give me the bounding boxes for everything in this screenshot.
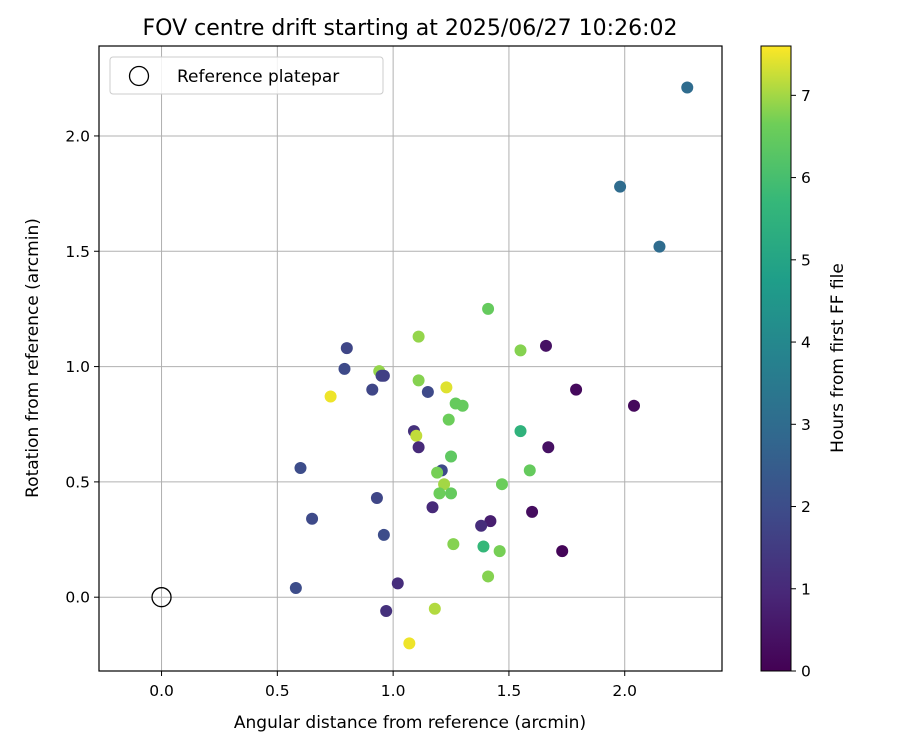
data-point [338, 362, 351, 375]
data-point [306, 512, 319, 525]
grid-lines [99, 46, 722, 671]
data-point [380, 605, 393, 618]
data-point [482, 570, 495, 583]
data-point [495, 478, 508, 491]
x-tick-label: 1.0 [381, 682, 406, 700]
colorbar-tick-label: 1 [801, 580, 811, 598]
colorbar-tick-label: 2 [801, 498, 811, 516]
y-tick-label: 0.5 [65, 473, 90, 491]
data-point [482, 302, 495, 315]
data-point [431, 466, 444, 479]
data-point [493, 545, 506, 558]
data-point [324, 390, 337, 403]
y-tick-label: 1.5 [65, 243, 90, 261]
data-point [403, 637, 416, 650]
y-tick-label: 2.0 [65, 127, 90, 145]
data-point [570, 383, 583, 396]
data-point [477, 540, 490, 553]
data-point [412, 330, 425, 343]
y-axis-label: Rotation from reference (arcmin) [23, 218, 43, 498]
data-point [445, 450, 458, 463]
data-point [447, 538, 460, 551]
data-point [539, 339, 552, 352]
legend: Reference platepar [109, 56, 384, 95]
colorbar-tick-label: 5 [801, 251, 811, 269]
data-point [289, 581, 302, 594]
data-point [514, 425, 527, 438]
data-point [410, 429, 423, 442]
data-point [370, 492, 383, 505]
data-point [366, 383, 379, 396]
x-axis-label: Angular distance from reference (arcmin) [234, 713, 586, 733]
data-point [514, 344, 527, 357]
colorbar-gradient [760, 45, 792, 672]
data-point [340, 342, 353, 355]
data-point [627, 399, 640, 412]
x-tick-label: 2.0 [612, 682, 637, 700]
data-point [438, 478, 451, 491]
data-point [377, 528, 390, 541]
legend-label-reference: Reference platepar [177, 67, 339, 87]
data-point [475, 519, 488, 532]
data-point [445, 487, 458, 500]
x-axis-ticks: 0.0 0.5 1.0 1.5 2.0 [149, 671, 637, 700]
reference-point-marker [151, 587, 172, 608]
legend-marker-reference [128, 65, 150, 87]
data-point [426, 501, 439, 514]
data-point [433, 487, 446, 500]
colorbar-tick-label: 3 [801, 416, 811, 434]
colorbar: 0 1 2 3 4 5 6 7 Hours from first FF file [760, 45, 848, 681]
legend-box [109, 56, 384, 95]
x-tick-label: 0.5 [265, 682, 290, 700]
data-point [681, 81, 694, 94]
colorbar-tick-label: 6 [801, 169, 811, 187]
data-point [556, 545, 569, 558]
data-point [526, 505, 539, 518]
y-tick-label: 1.0 [65, 358, 90, 376]
x-tick-label: 0.0 [149, 682, 174, 700]
colorbar-tick-label: 7 [801, 87, 811, 105]
data-point [653, 240, 666, 253]
data-point [294, 462, 307, 475]
data-point [412, 441, 425, 454]
data-point [614, 180, 627, 193]
data-point [428, 602, 441, 615]
data-point [377, 369, 390, 382]
chart-title: FOV centre drift starting at 2025/06/27 … [143, 16, 678, 41]
data-point [484, 515, 497, 528]
colorbar-label: Hours from first FF file [828, 263, 848, 453]
data-point [421, 385, 434, 398]
y-axis-ticks: 0.0 0.5 1.0 1.5 2.0 [65, 127, 99, 607]
x-tick-label: 1.5 [497, 682, 522, 700]
data-point [442, 413, 455, 426]
data-points [151, 81, 694, 650]
data-point [412, 374, 425, 387]
data-point [440, 381, 453, 394]
plot-frame [98, 45, 723, 672]
y-tick-label: 0.0 [65, 589, 90, 607]
data-point [523, 464, 536, 477]
data-point [456, 399, 469, 412]
data-point [391, 577, 404, 590]
colorbar-tick-label: 0 [801, 663, 811, 681]
data-point [542, 441, 555, 454]
colorbar-ticks: 0 1 2 3 4 5 6 7 [791, 87, 811, 681]
colorbar-tick-label: 4 [801, 334, 811, 352]
